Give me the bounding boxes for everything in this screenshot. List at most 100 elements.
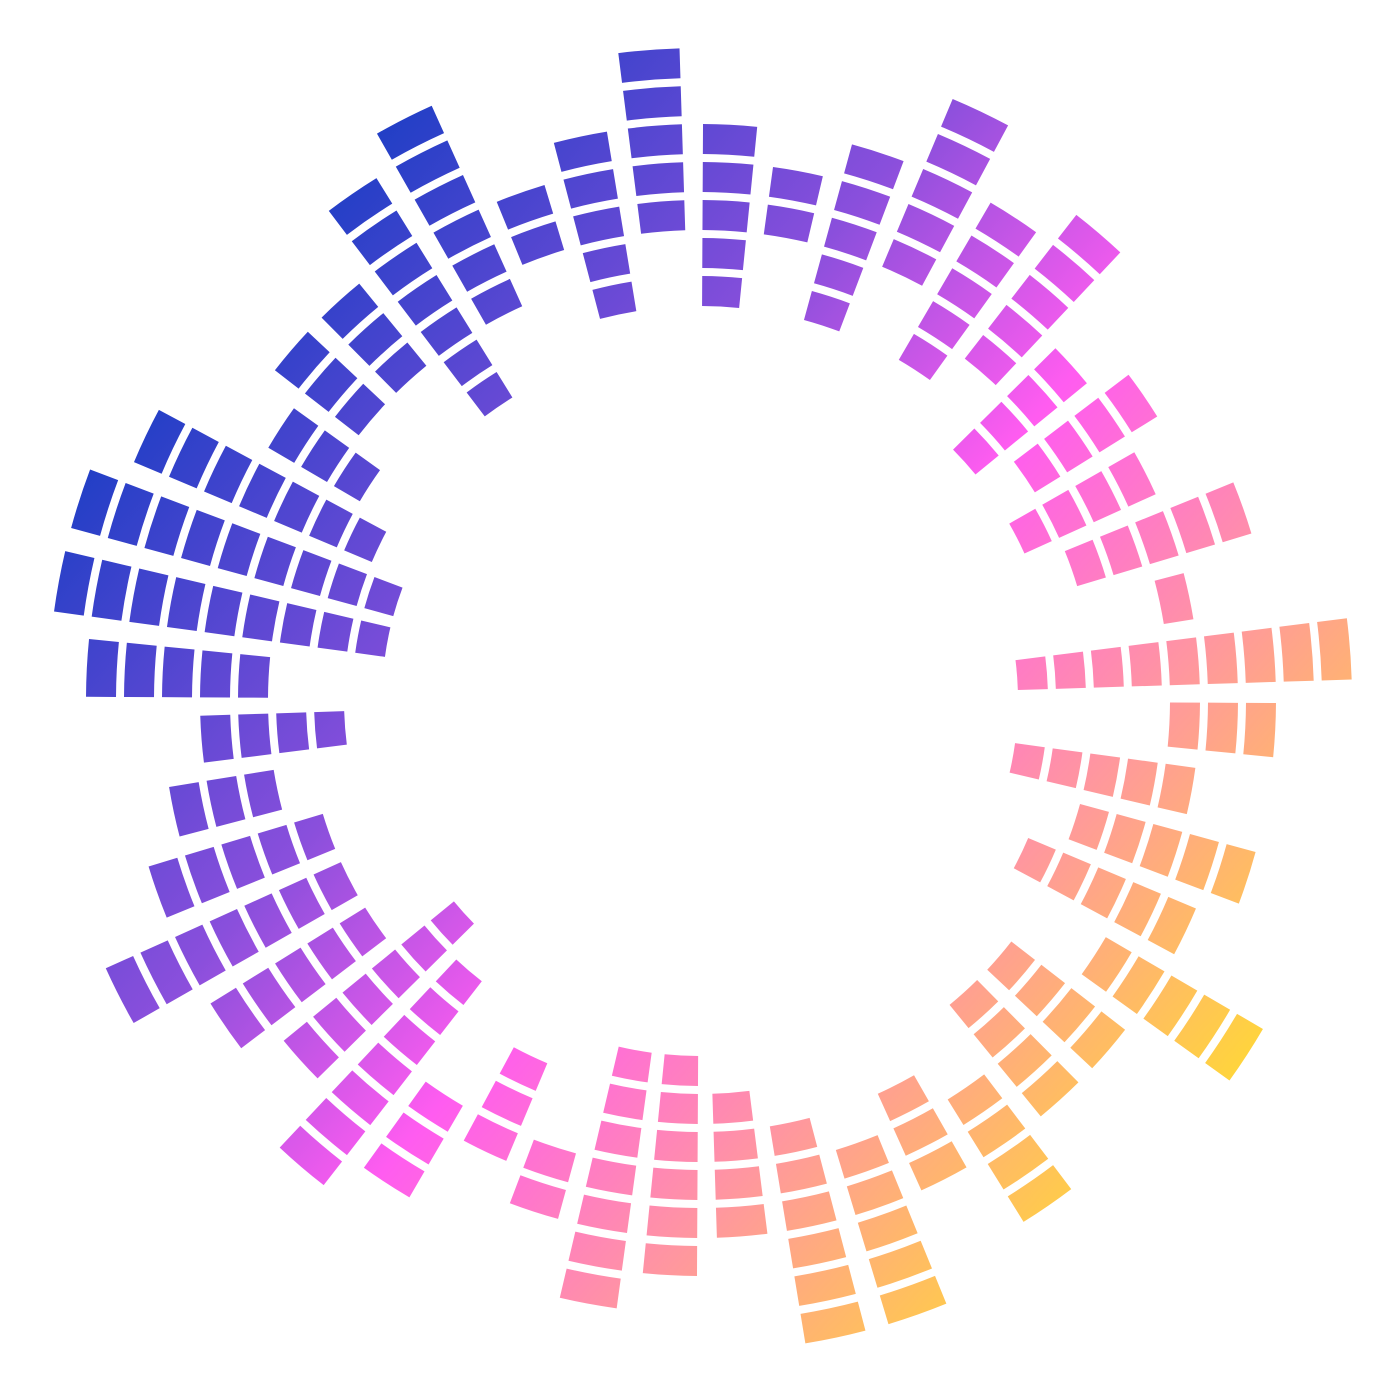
segment	[148, 857, 195, 918]
segment	[274, 481, 320, 533]
segment	[1013, 837, 1056, 883]
segment	[317, 611, 354, 652]
segment	[307, 927, 356, 980]
segment	[909, 1141, 967, 1191]
segment	[1135, 511, 1179, 565]
segment	[956, 235, 1014, 288]
segment	[239, 463, 286, 518]
segment	[1074, 397, 1125, 453]
segment	[348, 313, 403, 366]
segment	[803, 291, 850, 332]
segment	[331, 1070, 389, 1126]
segment	[967, 1104, 1026, 1158]
segment	[175, 924, 226, 986]
segment	[1021, 1061, 1079, 1117]
segment	[523, 1139, 576, 1183]
segment	[1090, 646, 1124, 688]
segment	[637, 200, 686, 234]
segment	[129, 568, 169, 626]
segment	[592, 281, 637, 319]
segment	[1205, 1013, 1263, 1081]
segment	[321, 283, 379, 339]
segment	[800, 1301, 866, 1344]
segment	[144, 496, 190, 556]
segment	[898, 333, 948, 381]
segment	[1068, 803, 1109, 850]
segment	[443, 339, 493, 387]
segment	[301, 430, 350, 483]
segment	[355, 620, 391, 657]
segment	[714, 1166, 763, 1200]
segment	[430, 901, 474, 945]
segment	[1047, 852, 1091, 901]
segment	[279, 1125, 343, 1186]
segment	[1104, 374, 1158, 433]
segment	[911, 169, 973, 219]
segment	[1120, 758, 1158, 806]
segment	[1007, 375, 1058, 427]
segment	[657, 1092, 698, 1124]
segment	[1053, 651, 1086, 689]
segment	[268, 408, 319, 463]
segment	[654, 1129, 698, 1162]
segment	[788, 1228, 847, 1269]
segment	[1034, 348, 1087, 403]
segment	[980, 401, 1029, 451]
segment	[471, 278, 523, 325]
segment	[1175, 834, 1219, 891]
segment	[1243, 702, 1276, 758]
segment	[1081, 937, 1132, 992]
segment	[466, 371, 513, 417]
segment	[314, 711, 347, 749]
segment	[278, 877, 325, 929]
segment	[553, 131, 612, 172]
segment	[71, 469, 119, 536]
segment	[1009, 743, 1045, 780]
segment	[775, 1154, 827, 1194]
segment	[987, 941, 1036, 991]
segment	[877, 1075, 929, 1122]
segment	[1070, 1011, 1126, 1069]
segment	[1013, 443, 1061, 493]
segment	[276, 712, 310, 754]
segment	[1108, 452, 1156, 507]
segment	[632, 162, 685, 197]
segment	[309, 499, 353, 548]
segment	[242, 967, 296, 1026]
segment	[254, 536, 296, 587]
segment	[882, 239, 937, 286]
segment	[896, 204, 955, 253]
segment	[54, 551, 95, 616]
segment	[184, 846, 230, 904]
segment	[244, 893, 292, 948]
segment	[835, 1135, 889, 1179]
segment	[844, 144, 904, 190]
segment	[868, 1240, 932, 1288]
segment	[623, 86, 682, 121]
segment	[275, 947, 326, 1003]
segment	[374, 242, 433, 296]
segment	[1317, 618, 1352, 681]
segment	[661, 1054, 699, 1086]
segment	[181, 509, 225, 566]
segment	[577, 1194, 632, 1234]
segment	[1166, 637, 1200, 686]
segment	[364, 576, 403, 617]
segment	[763, 204, 815, 243]
segment	[834, 181, 891, 225]
segment	[1083, 753, 1121, 797]
segment	[1143, 975, 1198, 1037]
segment	[646, 1205, 698, 1238]
segment	[463, 1114, 518, 1161]
segment	[1203, 632, 1238, 685]
segment	[107, 482, 154, 546]
segment	[210, 987, 266, 1049]
segment	[953, 428, 999, 475]
segment	[351, 210, 413, 266]
segment	[585, 1157, 637, 1196]
segment	[304, 357, 358, 412]
segment	[124, 642, 157, 698]
segment	[244, 769, 283, 818]
